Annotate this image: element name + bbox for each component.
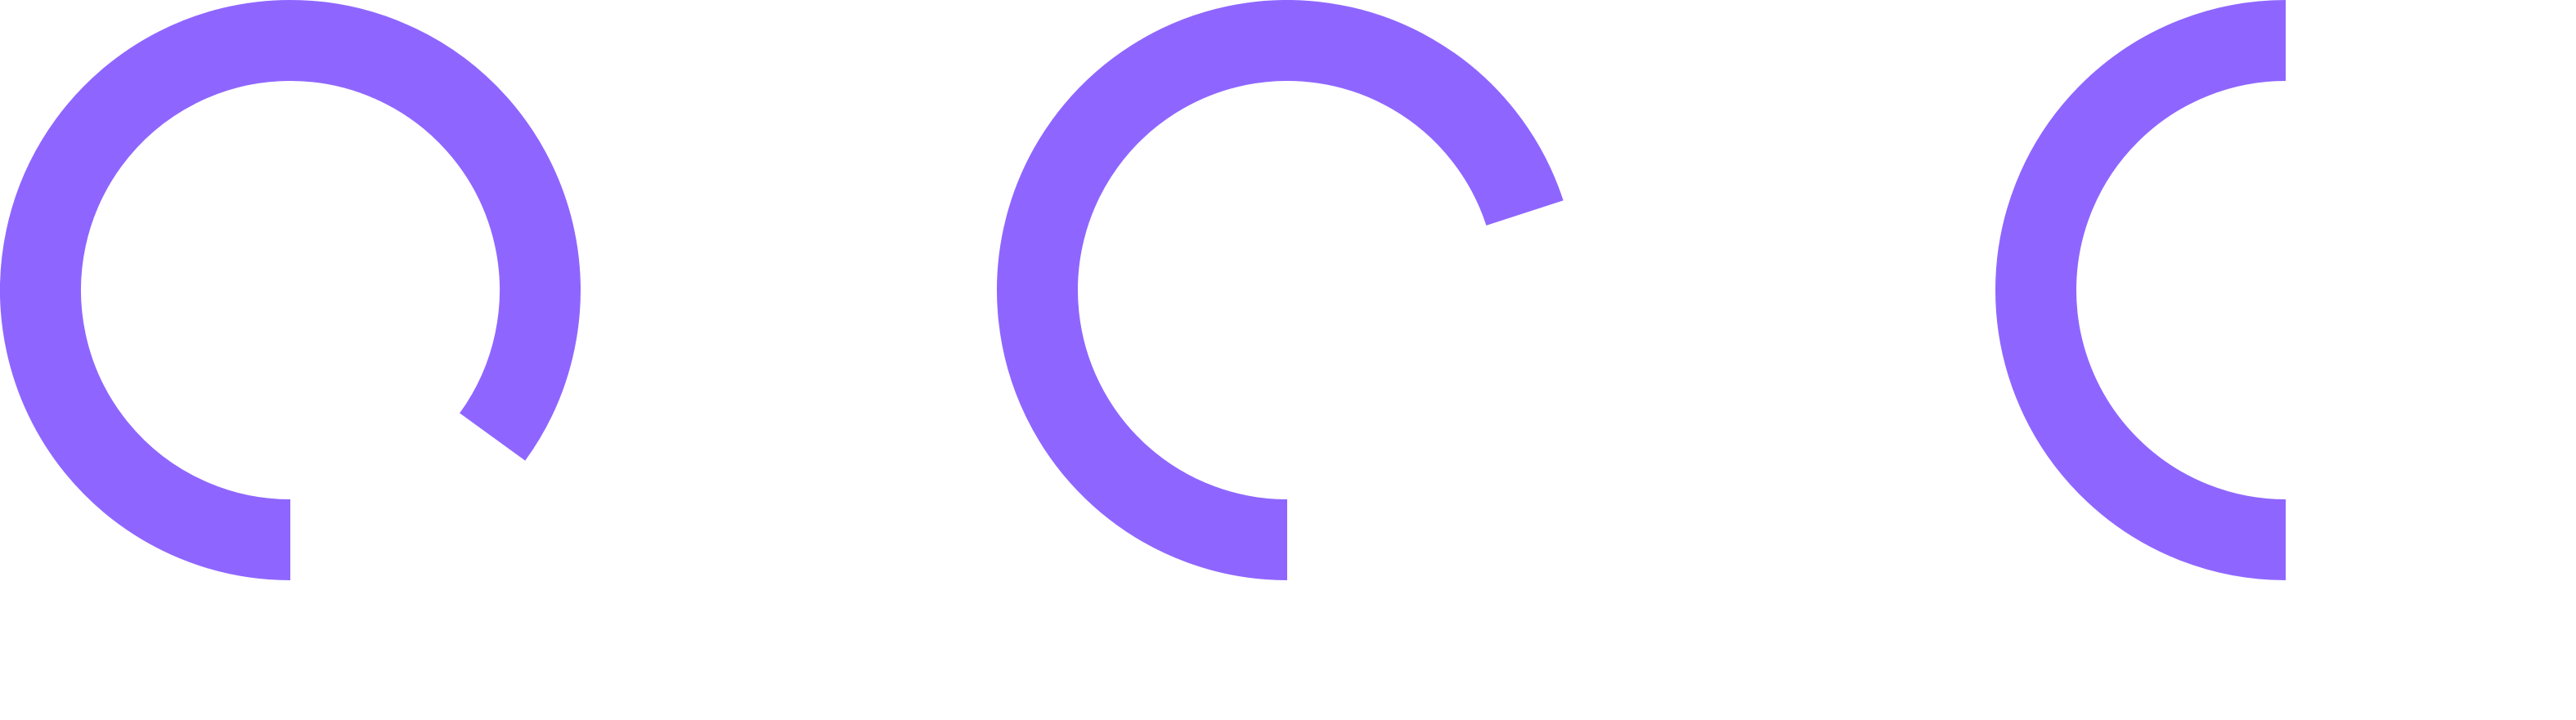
progress-ring-1 [0,0,581,580]
progress-ring-1-svg [0,0,581,580]
progress-ring-3 [1995,0,2576,580]
progress-ring-2-svg [997,0,1564,580]
progress-ring-1-arc [0,0,581,580]
progress-ring-3-arc [1995,0,2287,580]
progress-ring-3-svg [1995,0,2287,580]
progress-ring-2 [997,0,1577,580]
progress-ring-2-arc [997,0,1564,580]
